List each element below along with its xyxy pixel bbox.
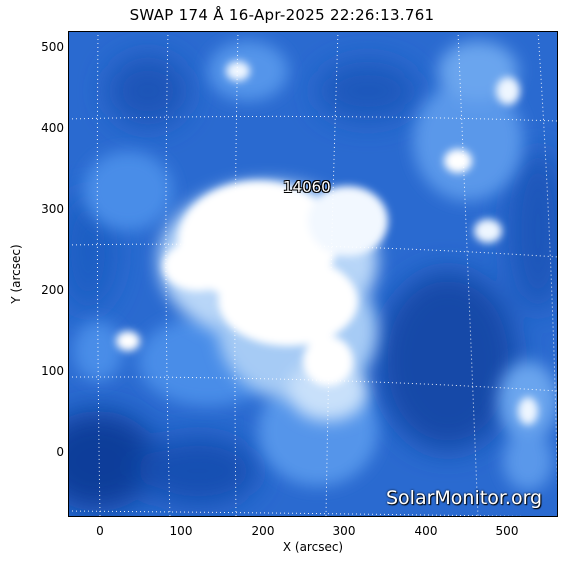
y-tick-label: 400 <box>41 121 64 135</box>
solar-image-svg <box>68 31 558 517</box>
x-tick-label: 500 <box>495 524 519 538</box>
y-tick-label: 100 <box>41 364 64 378</box>
x-tick-label: 0 <box>96 524 104 538</box>
x-tick-label: 400 <box>414 524 438 538</box>
x-tick-label: 300 <box>332 524 356 538</box>
active-region-label: 14060 <box>283 178 331 196</box>
y-axis-label: Y (arcsec) <box>9 244 23 304</box>
x-axis-label: X (arcsec) <box>282 540 344 554</box>
y-tick-label: 500 <box>41 40 64 54</box>
watermark-logo: SolarMonitor.org <box>386 487 543 509</box>
x-tick-label: 200 <box>251 524 275 538</box>
plot-title: SWAP 174 Å 16-Apr-2025 22:26:13.761 <box>129 6 435 24</box>
solar-image <box>68 31 558 517</box>
y-tick-label: 300 <box>41 202 64 216</box>
x-tick-label: 100 <box>169 524 193 538</box>
y-tick-label: 0 <box>56 445 64 459</box>
y-tick-label: 200 <box>41 283 64 297</box>
